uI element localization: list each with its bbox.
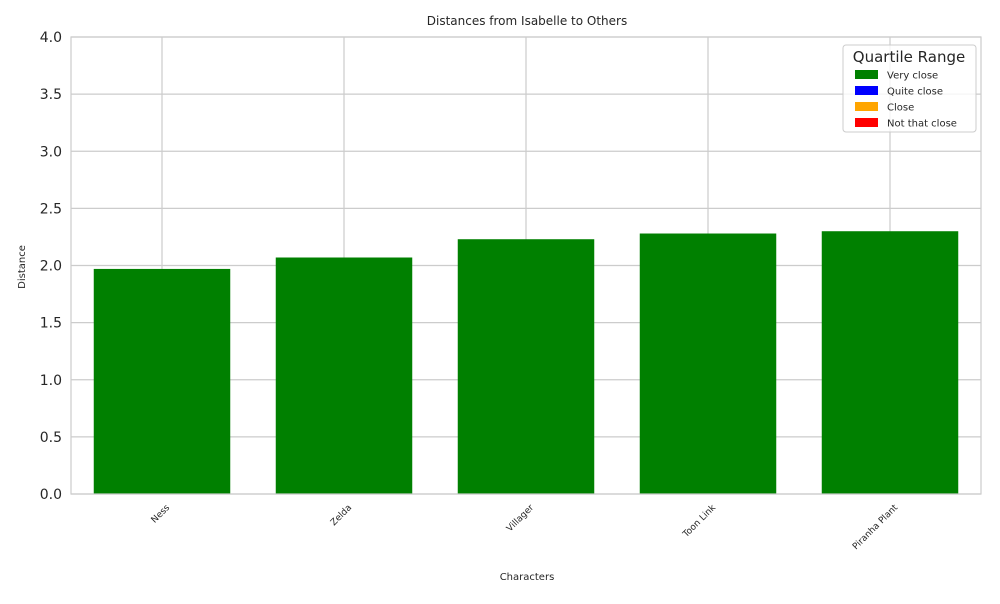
y-axis-label: Distance bbox=[17, 245, 28, 289]
y-tick-label: 3.0 bbox=[40, 144, 62, 160]
legend-swatch bbox=[855, 70, 878, 79]
legend-label: Close bbox=[887, 103, 914, 114]
plot-frame bbox=[70, 36, 982, 495]
legend-label: Quite close bbox=[887, 87, 943, 98]
bar-piranha-plant bbox=[821, 231, 959, 494]
y-tick-label: 1.0 bbox=[40, 373, 62, 389]
x-axis-label: Characters bbox=[500, 572, 555, 583]
y-tick-label: 1.5 bbox=[40, 316, 62, 332]
legend-title: Quartile Range bbox=[853, 48, 965, 66]
x-tick-label: Toon Link bbox=[681, 502, 719, 540]
bar-villager bbox=[457, 239, 595, 494]
legend: Quartile Range Very close Quite close Clos… bbox=[842, 44, 977, 133]
bar-zelda bbox=[275, 257, 413, 494]
y-tick-label: 3.5 bbox=[40, 87, 62, 103]
chart-title: Distances from Isabelle to Others bbox=[427, 14, 627, 28]
y-tick-label: 2.0 bbox=[40, 259, 62, 275]
legend-entries: Very close Quite close Close Not that close bbox=[855, 70, 957, 130]
bar-ness bbox=[93, 268, 231, 494]
legend-label: Very close bbox=[887, 71, 938, 82]
y-tick-labels: 0.0 0.5 1.0 1.5 2.0 2.5 3.0 3.5 4.0 bbox=[40, 30, 62, 503]
y-tick-label: 0.5 bbox=[40, 430, 62, 446]
x-tick-label: Piranha Plant bbox=[851, 503, 900, 552]
bars bbox=[93, 231, 959, 494]
x-tick-label: Ness bbox=[150, 503, 173, 526]
legend-swatch bbox=[855, 102, 878, 111]
legend-swatch bbox=[855, 86, 878, 95]
x-tick-labels: Ness Zelda Villager Toon Link Piranha Plant bbox=[150, 502, 901, 552]
y-tick-label: 4.0 bbox=[40, 30, 62, 46]
x-tick-label: Zelda bbox=[329, 503, 354, 528]
y-tick-label: 0.0 bbox=[40, 487, 62, 503]
legend-swatch bbox=[855, 118, 878, 127]
y-tick-label: 2.5 bbox=[40, 201, 62, 217]
bar-toon-link bbox=[639, 233, 777, 494]
x-tick-label: Villager bbox=[505, 503, 536, 534]
legend-label: Not that close bbox=[887, 119, 957, 130]
